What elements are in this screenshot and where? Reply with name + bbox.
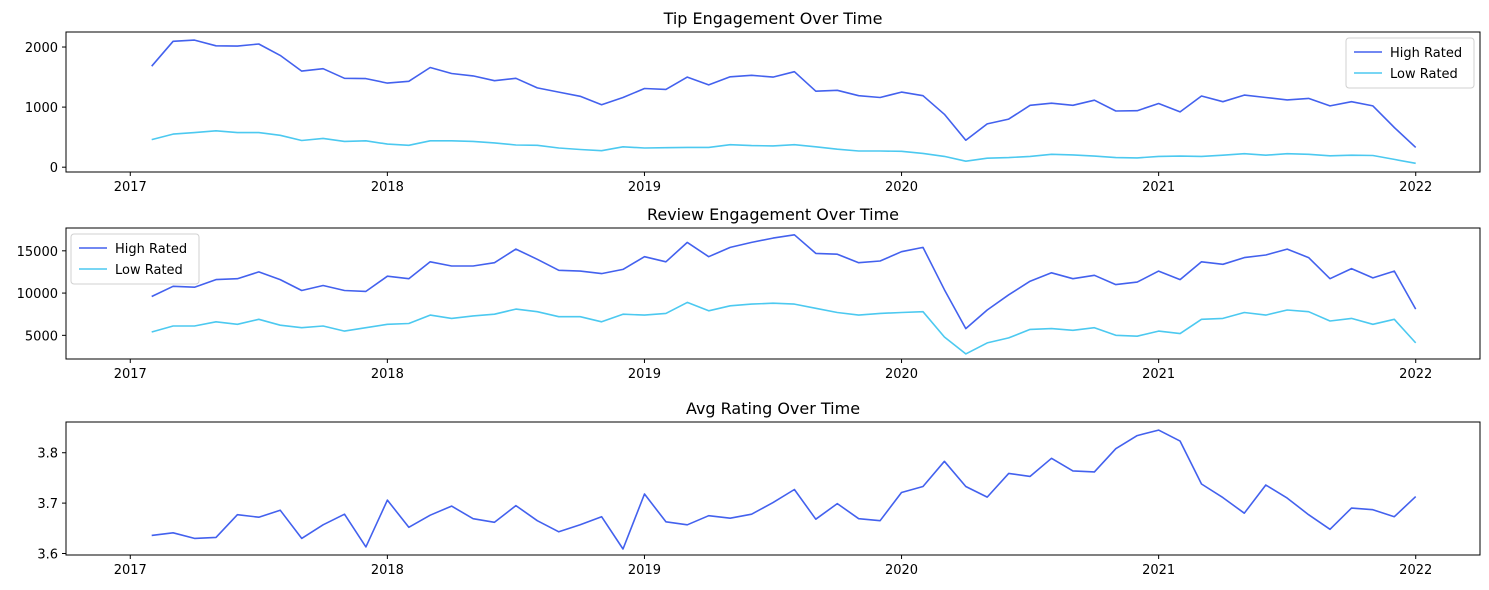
plot-frame: [65, 31, 1481, 173]
chart-title: Review Engagement Over Time: [647, 205, 899, 224]
chart-title: Tip Engagement Over Time: [663, 9, 883, 28]
x-tick-label: 2019: [628, 367, 661, 382]
x-tick-label: 2022: [1399, 563, 1432, 578]
chart-panel-3: Avg Rating Over Time 2017 2018 2019 2020 2021…: [37, 399, 1481, 578]
plot-frame: [65, 227, 1481, 360]
y-tick-label: 15000: [17, 245, 58, 260]
y-tick-label: 1000: [25, 101, 58, 116]
x-tick-label: 2018: [371, 563, 404, 578]
x-tick-label: 2021: [1142, 367, 1175, 382]
x-tick-label: 2019: [628, 563, 661, 578]
x-tick-label: 2017: [114, 367, 147, 382]
series-line-low-rated: [151, 130, 1416, 165]
legend-label: Low Rated: [115, 263, 183, 278]
chart-panel-2: Review Engagement Over Time 2017 2018 2019 2…: [17, 205, 1481, 382]
x-tick-label: 2017: [114, 563, 147, 578]
x-tick-label: 2017: [114, 180, 147, 195]
series-line-avg-rating: [151, 429, 1417, 550]
y-tick-label: 2000: [25, 41, 58, 56]
series-line-low-rated: [151, 301, 1417, 355]
x-tick-label: 2020: [885, 563, 918, 578]
x-tick-label: 2018: [371, 180, 404, 195]
legend: High Rated Low Rated: [1345, 37, 1475, 89]
x-tick-label: 2020: [885, 367, 918, 382]
y-tick-label: 5000: [25, 329, 58, 344]
y-tick-label: 3.8: [37, 447, 58, 462]
x-tick-label: 2019: [628, 180, 661, 195]
x-tick-label: 2020: [885, 180, 918, 195]
chart-title: Avg Rating Over Time: [686, 399, 860, 418]
y-tick-label: 0: [50, 161, 58, 176]
plot-frame: [65, 421, 1481, 556]
legend-box: [1345, 37, 1475, 89]
series-line-high-rated: [151, 39, 1417, 148]
legend-label: Low Rated: [1390, 67, 1458, 82]
x-tick-label: 2021: [1142, 563, 1175, 578]
y-tick-label: 10000: [17, 287, 58, 302]
x-tick-label: 2022: [1399, 180, 1432, 195]
y-tick-label: 3.7: [37, 497, 58, 512]
chart-panel-1: Tip Engagement Over Time 2017 2018 2019 2020…: [25, 9, 1481, 195]
legend-box: [70, 233, 200, 285]
x-tick-label: 2018: [371, 367, 404, 382]
series-line-high-rated: [151, 234, 1417, 330]
x-tick-label: 2021: [1142, 180, 1175, 195]
legend-label: High Rated: [1390, 46, 1462, 61]
legend: High Rated Low Rated: [70, 233, 200, 285]
y-tick-label: 3.6: [37, 547, 58, 562]
legend-label: High Rated: [115, 242, 187, 257]
x-tick-label: 2022: [1399, 367, 1432, 382]
